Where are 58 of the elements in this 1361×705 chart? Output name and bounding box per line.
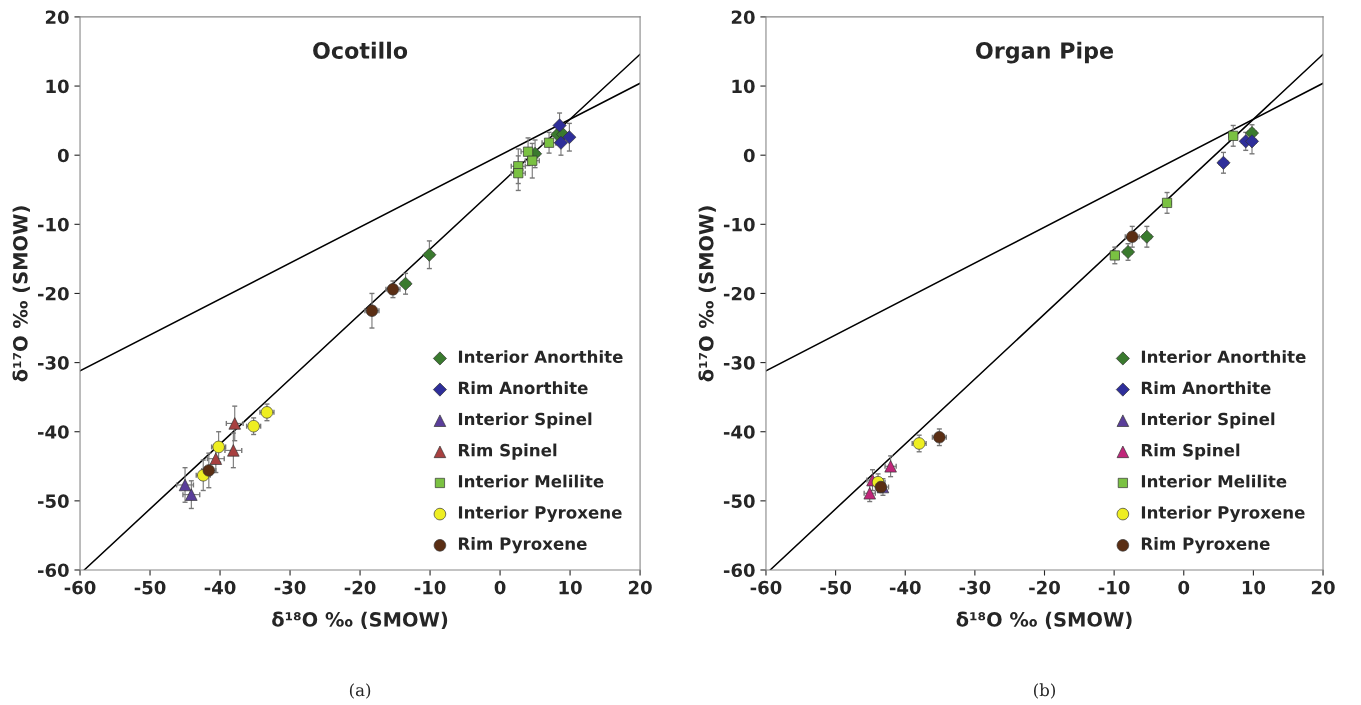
x-tick-label: 20 xyxy=(628,580,652,595)
y-tick-label: 10 xyxy=(732,79,755,94)
x-tick-label: -20 xyxy=(344,580,376,595)
legend-label: Interior Anorthite xyxy=(1141,350,1306,364)
legend-label: Rim Spinel xyxy=(458,443,557,460)
x-tick-label: -20 xyxy=(1029,580,1060,595)
legend-label: Rim Anorthite xyxy=(458,381,588,395)
text: Organ Pipe xyxy=(976,41,1114,64)
x-tick-label: -30 xyxy=(959,580,991,595)
y-tick-label: -20 xyxy=(723,286,755,301)
x-tick-label: 10 xyxy=(559,580,582,595)
x-tick-label: 10 xyxy=(1242,580,1266,595)
y-tick-label: -60 xyxy=(723,563,755,578)
x-tick-label: -30 xyxy=(274,580,306,595)
y-axis-title: δ¹⁷O ‰ (SMOW) xyxy=(698,206,716,382)
y-tick-label: -30 xyxy=(723,356,755,370)
y-tick-label: 0 xyxy=(57,148,69,163)
x-tick-label: -50 xyxy=(134,580,166,595)
y-tick-label: -50 xyxy=(723,494,755,508)
legend-label: Rim Anorthite xyxy=(1141,381,1271,395)
y-tick-label: 20 xyxy=(45,10,69,25)
legend-label: Rim Pyroxene xyxy=(1141,537,1270,554)
x-axis-title: δ¹⁸O ‰ (SMOW) xyxy=(956,611,1132,630)
x-tick-label: -60 xyxy=(64,580,96,595)
legend-label: Interior Pyroxene xyxy=(1141,505,1305,523)
x-tick-label: 20 xyxy=(1311,580,1335,595)
x-tick-label: -10 xyxy=(1098,580,1130,595)
x-axis-title: δ¹⁸O ‰ (SMOW) xyxy=(272,611,448,630)
x-tick-label: -60 xyxy=(750,580,782,595)
x-tick-label: -50 xyxy=(820,580,852,595)
text: (b) xyxy=(1033,683,1056,699)
legend-label: Interior Anorthite xyxy=(458,350,623,364)
y-tick-label: 20 xyxy=(731,10,755,25)
y-tick-label: 0 xyxy=(743,148,755,163)
x-tick-label: -10 xyxy=(414,580,446,595)
text: Ocotillo xyxy=(313,41,408,59)
y-tick-label: -10 xyxy=(723,217,755,232)
legend-label: Interior Melilite xyxy=(1141,474,1287,488)
y-tick-label: -40 xyxy=(723,425,755,439)
legend-label: Rim Spinel xyxy=(1141,443,1240,460)
x-tick-label: -40 xyxy=(889,580,921,595)
y-tick-label: -50 xyxy=(37,494,69,508)
legend-label: Interior Melilite xyxy=(458,474,604,488)
legend-label: Interior Spinel xyxy=(1141,412,1275,429)
y-axis-title: δ¹⁷O ‰ (SMOW) xyxy=(12,206,30,382)
y-tick-label: -60 xyxy=(37,563,69,578)
x-tick-label: 0 xyxy=(1178,580,1190,595)
y-tick-label: -10 xyxy=(37,217,69,232)
y-tick-label: -30 xyxy=(37,356,69,370)
y-tick-label: 10 xyxy=(46,79,69,94)
x-tick-label: 0 xyxy=(494,580,506,595)
y-tick-label: -40 xyxy=(37,425,69,439)
legend-label: Interior Spinel xyxy=(458,412,592,429)
x-tick-label: -40 xyxy=(204,580,236,595)
text: (a) xyxy=(349,683,371,699)
y-tick-label: -20 xyxy=(37,286,69,301)
legend-label: Interior Pyroxene xyxy=(458,505,622,523)
legend-label: Rim Pyroxene xyxy=(458,537,587,554)
